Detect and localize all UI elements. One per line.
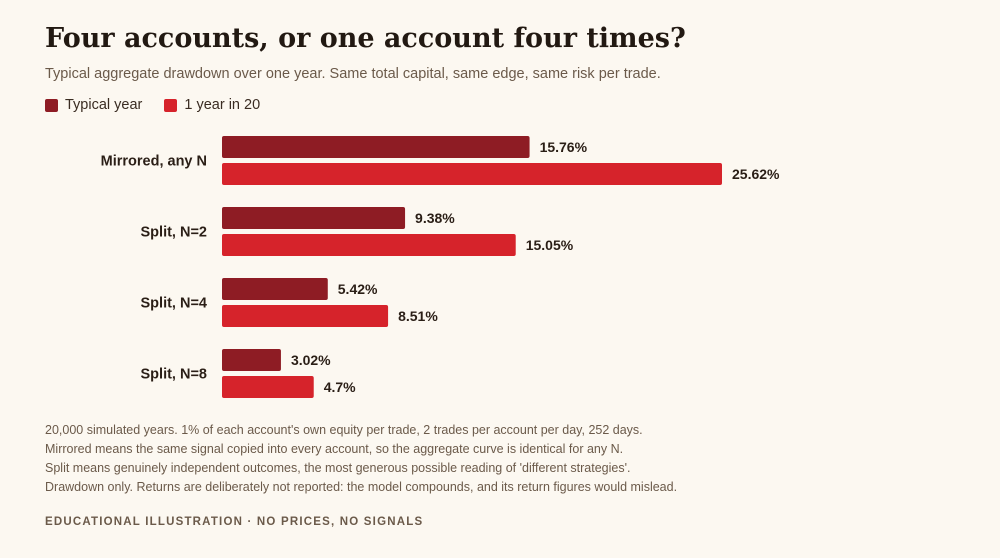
legend-item-one-in-twenty: 1 year in 20 bbox=[164, 97, 260, 113]
category-label: Split, N=8 bbox=[141, 367, 207, 383]
bar-chart: Mirrored, any N 15.76% 25.62% Split, N=2 9.3… bbox=[101, 136, 780, 398]
legend-swatch-one-in-twenty bbox=[164, 98, 178, 112]
chart-page: Four accounts, or one account four times… bbox=[45, 0, 965, 558]
value-label: 25.62% bbox=[732, 166, 780, 182]
bar-typical-year bbox=[222, 349, 281, 371]
legend-label-typical-year: Typical year bbox=[65, 97, 143, 113]
footnote: Drawdown only. Returns are deliberately … bbox=[45, 480, 678, 494]
value-label: 5.42% bbox=[338, 281, 378, 297]
bar-group-split-n-2: Split, N=2 9.38% 15.05% bbox=[141, 207, 574, 256]
category-label: Split, N=2 bbox=[141, 225, 207, 241]
bar-group-mirrored-any-n: Mirrored, any N 15.76% 25.62% bbox=[101, 136, 780, 185]
footnote: Split means genuinely independent outcom… bbox=[45, 461, 631, 475]
value-label: 9.38% bbox=[415, 210, 455, 226]
category-label: Split, N=4 bbox=[141, 296, 207, 312]
footnote: 20,000 simulated years. 1% of each accou… bbox=[45, 423, 643, 437]
chart-title: Four accounts, or one account four times… bbox=[45, 23, 686, 54]
legend: Typical year 1 year in 20 bbox=[45, 96, 282, 114]
bar-1-year-in-20 bbox=[222, 305, 389, 327]
legend-swatch-typical-year bbox=[45, 98, 58, 112]
bar-1-year-in-20 bbox=[222, 234, 516, 256]
tagline: EDUCATIONAL ILLUSTRATION · NO PRICES, NO… bbox=[45, 516, 424, 528]
bar-group-split-n-4: Split, N=4 5.42% 8.51% bbox=[141, 278, 438, 327]
legend-item-typical-year: Typical year bbox=[45, 97, 142, 113]
footnotes: 20,000 simulated years. 1% of each accou… bbox=[45, 421, 677, 497]
bar-1-year-in-20 bbox=[222, 163, 722, 185]
bar-typical-year bbox=[222, 136, 530, 158]
value-label: 15.76% bbox=[540, 139, 588, 155]
bar-1-year-in-20 bbox=[222, 376, 314, 398]
footnote: Mirrored means the same signal copied in… bbox=[45, 442, 624, 456]
value-label: 3.02% bbox=[291, 352, 331, 368]
bar-group-split-n-8: Split, N=8 3.02% 4.7% bbox=[141, 349, 356, 398]
value-label: 4.7% bbox=[324, 379, 356, 395]
bar-typical-year bbox=[222, 278, 328, 300]
category-label: Mirrored, any N bbox=[101, 154, 207, 170]
value-label: 15.05% bbox=[526, 237, 574, 253]
value-label: 8.51% bbox=[398, 308, 438, 324]
chart-subtitle: Typical aggregate drawdown over one year… bbox=[45, 66, 661, 82]
bar-typical-year bbox=[222, 207, 406, 229]
legend-label-one-in-twenty: 1 year in 20 bbox=[184, 97, 261, 113]
